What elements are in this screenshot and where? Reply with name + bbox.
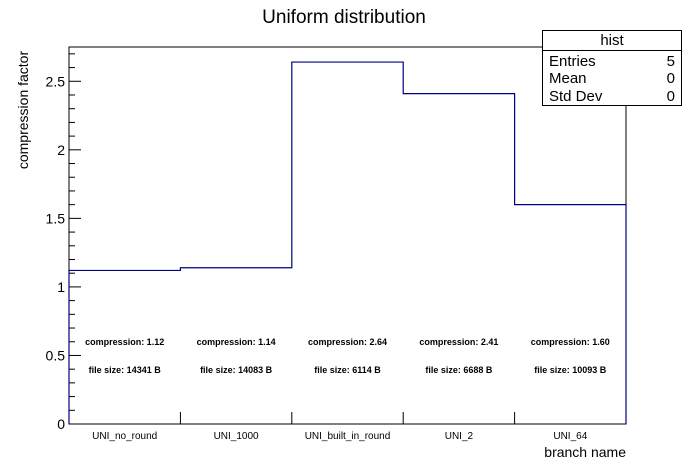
x-tick-label: UNI_64 [553,431,587,442]
file-size-annotation: file size: 10093 B [534,365,607,375]
stats-value: 0 [666,88,675,105]
file-size-annotation: file size: 6114 B [314,365,381,375]
stats-value: 5 [666,53,675,70]
stats-label: Std Dev [549,88,603,105]
y-tick-label: 2.5 [46,73,66,89]
file-size-annotation: file size: 6688 B [425,365,493,375]
file-size-annotation: file size: 14341 B [89,365,162,375]
y-axis-label: compression factor [15,51,31,170]
stats-row-entries: Entries 5 [549,52,675,71]
stats-label: Entries [549,53,596,70]
y-tick-label: 1.5 [46,210,66,226]
file-size-annotation: file size: 14083 B [200,365,273,375]
x-tick-label: UNI_built_in_round [305,431,391,442]
histogram-line [68,61,627,424]
y-tick-label: 1 [57,279,65,295]
compression-annotation: compression: 1.14 [197,337,276,347]
compression-annotation: compression: 2.64 [308,337,387,347]
stats-title: hist [543,31,681,51]
compression-annotation: compression: 1.12 [85,337,164,347]
y-tick-label: 0.5 [46,347,66,363]
stats-box: hist Entries 5 Mean 0 Std Dev 0 [542,30,682,106]
compression-annotation: compression: 1.60 [531,337,610,347]
y-tick-label: 0 [57,416,65,432]
y-tick-label: 2 [57,142,65,158]
stats-row-mean: Mean 0 [549,69,675,88]
x-axis-label: branch name [544,444,626,460]
stats-label: Mean [549,70,587,87]
x-tick-label: UNI_1000 [214,431,259,442]
chart-title: Uniform distribution [262,7,426,28]
stats-value: 0 [666,70,675,87]
compression-annotation: compression: 2.41 [419,337,498,347]
y-axis: 0 0.5 1 1.5 2 2.5 [46,53,81,432]
x-tick-label: UNI_no_round [92,431,157,442]
x-tick-label: UNI_2 [445,431,474,442]
x-axis: UNI_no_round UNI_1000 UNI_built_in_round UN… [92,412,588,442]
stats-row-std-dev: Std Dev 0 [549,87,675,106]
bin-annotations: compression: 1.12 file size: 14341 B compr… [85,337,610,375]
